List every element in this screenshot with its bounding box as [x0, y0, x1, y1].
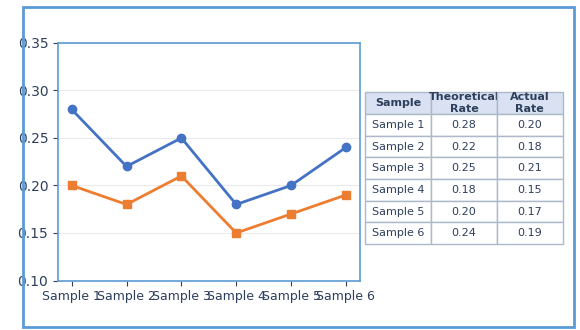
Theoretically Estimated Corrosion Rate — [342, 146, 349, 149]
Actual Calculated Corrosion Rate — [342, 193, 349, 197]
Line: Actual Calculated Corrosion Rate: Actual Calculated Corrosion Rate — [67, 172, 350, 237]
Theoretically Estimated Corrosion Rate — [123, 164, 130, 168]
Actual Calculated Corrosion Rate — [233, 231, 240, 235]
Theoretically Estimated Corrosion Rate — [68, 108, 75, 112]
Theoretically Estimated Corrosion Rate — [288, 183, 295, 187]
Line: Theoretically Estimated Corrosion Rate: Theoretically Estimated Corrosion Rate — [67, 105, 350, 209]
Actual Calculated Corrosion Rate — [68, 183, 75, 187]
Actual Calculated Corrosion Rate — [123, 203, 130, 207]
Theoretically Estimated Corrosion Rate — [233, 203, 240, 207]
Actual Calculated Corrosion Rate — [178, 174, 185, 178]
Theoretically Estimated Corrosion Rate — [178, 136, 185, 140]
Actual Calculated Corrosion Rate — [288, 212, 295, 216]
